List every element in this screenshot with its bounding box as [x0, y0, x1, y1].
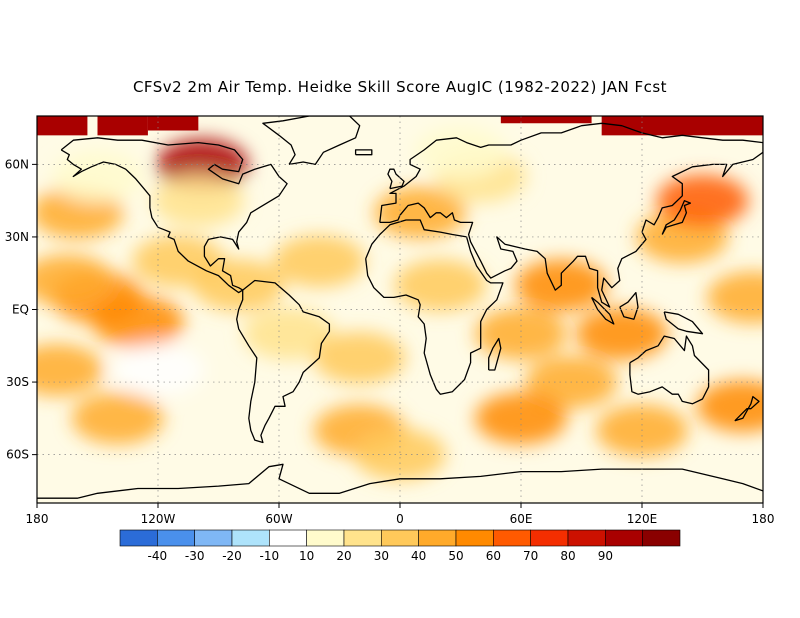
field-region: [414, 126, 507, 179]
colorbar-labels: -40 -30 -20 -10 10 20 30 40 50 60 70 80 90: [148, 549, 613, 563]
coastline-new-zealand: [734, 395, 760, 422]
colorbar-swatch: [567, 529, 606, 547]
plot-area: [37, 116, 763, 503]
field-region: [192, 259, 285, 312]
coastline-british-isles: [387, 168, 405, 190]
lat-tick-label: 30N: [5, 230, 29, 244]
colorbar-tick-label: 40: [411, 549, 426, 563]
colorbar-tick-label: 10: [299, 549, 314, 563]
coastline-antarctica: [37, 463, 763, 499]
map-title: CFSv2 2m Air Temp. Heidke Skill Score Au…: [132, 78, 668, 96]
colorbar-swatch: [119, 529, 158, 547]
polar-band: [97, 116, 148, 136]
field-region: [313, 331, 406, 384]
field-region: [71, 392, 164, 445]
colorbar-tick-label: -20: [222, 549, 242, 563]
latitude-labels: 60N 30N EQ 30S 60S: [5, 157, 37, 462]
colorbar-swatch: [605, 529, 643, 547]
colorbar-tick-label: 80: [560, 549, 575, 563]
longitude-labels: 180 120W 60W 0 60E 120E 180: [26, 503, 775, 526]
field-region: [696, 380, 763, 433]
field-region: [37, 254, 114, 307]
field-region: [374, 186, 467, 239]
coastlines: [37, 116, 763, 499]
colorbar-swatch: [381, 529, 419, 547]
field-region: [51, 150, 144, 203]
colorbar-swatch: [530, 529, 569, 547]
lon-tick-label: 180: [752, 512, 775, 526]
colorbar-swatch: [642, 529, 681, 547]
colorbar-swatch: [418, 529, 457, 547]
polar-band: [500, 116, 592, 124]
lon-tick-label: 60E: [510, 512, 533, 526]
colorbar-tick-label: 20: [336, 549, 351, 563]
field-region: [91, 295, 184, 348]
colorbar-swatch: [455, 529, 494, 547]
colorbar-swatch: [231, 529, 270, 547]
colorbar-tick-label: 30: [374, 549, 389, 563]
lat-tick-label: 60N: [5, 157, 29, 171]
coastline-africa: [365, 219, 504, 395]
coastline-sumatra: [591, 296, 615, 325]
field-region: [656, 174, 749, 227]
coastline-australia: [629, 335, 710, 405]
coastline-south-america: [236, 279, 331, 444]
lon-tick-label: 120W: [141, 512, 176, 526]
gridlines: [37, 116, 763, 503]
coastline-new-guinea: [663, 311, 704, 335]
skill-field: [37, 126, 763, 481]
field-region: [37, 343, 104, 396]
field-region: [475, 307, 567, 360]
colorbar-tick-label: -30: [185, 549, 205, 563]
field-region: [273, 235, 366, 288]
coastline-borneo: [619, 291, 639, 320]
polar-band: [601, 116, 763, 136]
lon-tick-label: 60W: [265, 512, 292, 526]
colorbar-swatch: [269, 529, 307, 547]
coastline-iceland: [354, 149, 373, 156]
coastline-japan: [661, 200, 692, 235]
colorbar-swatch: [493, 529, 531, 547]
field-region: [394, 259, 487, 312]
colorbar-tick-label: 70: [523, 549, 538, 563]
field-region: [243, 307, 336, 360]
coastline-greenland: [262, 116, 361, 166]
field-region: [706, 271, 763, 324]
polar-band: [147, 116, 199, 131]
field-region: [152, 174, 245, 227]
colorbar: [119, 529, 681, 547]
coastline-north-america: [60, 137, 288, 294]
colorbar-tick-label: 50: [448, 549, 463, 563]
coastline-eurasia: [379, 122, 763, 308]
colorbar-tick-label: 60: [486, 549, 501, 563]
polar-bands: [37, 116, 763, 136]
colorbar-swatch: [306, 529, 345, 547]
lon-tick-label: 120E: [627, 512, 658, 526]
lat-tick-label: 60S: [6, 448, 29, 462]
field-region: [475, 392, 567, 445]
field-region: [575, 307, 668, 360]
lon-tick-label: 0: [396, 512, 404, 526]
polar-band: [37, 116, 88, 136]
lat-tick-label: 30S: [6, 375, 29, 389]
colorbar-swatch: [157, 529, 195, 547]
colorbar-swatch: [194, 529, 233, 547]
colorbar-tick-label: -40: [148, 549, 168, 563]
coastline-madagascar: [488, 337, 502, 371]
colorbar-tick-label: -10: [260, 549, 280, 563]
lon-tick-label: 180: [26, 512, 49, 526]
colorbar-tick-label: 90: [598, 549, 613, 563]
colorbar-swatch: [343, 529, 382, 547]
lat-tick-label: EQ: [12, 303, 29, 317]
